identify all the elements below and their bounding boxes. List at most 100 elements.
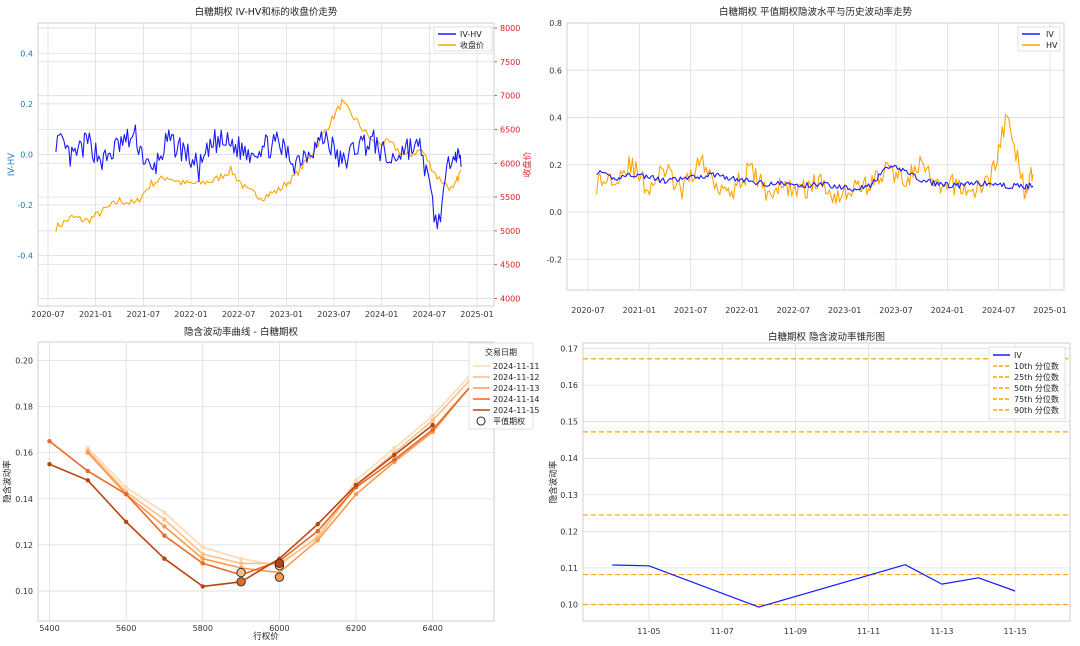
chart2-xtick-label: 2023-01 [828,306,861,315]
chart4-legend-label: 90th 分位数 [1014,405,1059,415]
chart2-title: 白糖期权 平值期权隐波水平与历史波动率走势 [719,6,913,18]
chart1-ytick-label: 0.4 [20,49,33,58]
chart4-ytick-label: 0.13 [560,491,578,500]
chart1-xtick-label: 2021-07 [127,310,160,319]
chart2-xtick-label: 2020-07 [571,306,604,315]
chart3-atm-marker [236,567,246,578]
chart4-legend-label: 50th 分位数 [1014,383,1059,393]
chart3-xtick-label: 6400 [423,624,443,633]
chart4-series-iv [612,564,1016,608]
chart4-ytick-label: 0.15 [560,418,578,427]
chart3-atm-marker [274,558,285,569]
chart3-ytick-label: 0.20 [15,356,33,365]
chart3-point [47,462,52,467]
chart1-y2tick-label: 6000 [500,159,520,168]
chart4-xtick-label: 11-05 [637,627,660,636]
chart2-ytick-label: 0.8 [549,19,562,28]
chart3-point [353,478,359,483]
chart2-ytick-label: 0.6 [549,66,562,75]
chart1-legend-label: IV-HV [460,30,482,39]
chart1-legend-label: 收盘价 [460,40,484,50]
chart3-point [85,450,91,455]
chart1-xtick-label: 2023-01 [270,310,303,319]
chart4-legend-label: 75th 分位数 [1014,394,1059,404]
chart3-point [85,468,91,474]
chart1-y2tick-label: 7000 [500,92,520,101]
chart3-point [315,538,320,543]
chart3-point [238,561,244,566]
chart3-point [430,422,435,428]
chart3-ytick-label: 0.10 [15,587,33,596]
chart3-atm-marker [274,572,285,582]
chart4-xtick-label: 11-15 [1003,627,1026,636]
chart4-title: 白糖期权 隐含波动率锥形图 [768,331,885,343]
chart3-legend-label: 2024-11-11 [493,362,540,371]
chart3-legend [468,342,534,430]
chart3-point [123,519,129,525]
chart3-point [430,418,435,423]
chart1-y2tick-label: 8000 [500,24,520,33]
chart2-ytick-label: -0.2 [546,255,562,264]
chart2-ytick-label: 0.0 [549,208,562,217]
chart2-xtick-label: 2021-01 [623,306,656,315]
chart3-point [315,521,320,527]
chart1-frame [37,22,495,307]
chart4-legend-label: 25th 分位数 [1014,372,1059,382]
chart3-ytick-label: 0.18 [15,403,33,412]
chart3-xtick-label: 6200 [346,624,366,633]
chart3-point [392,457,397,462]
chart1-y2tick-label: 6500 [500,125,520,134]
chart3-point [315,528,320,534]
chart1-y2label: 收盘价 [522,151,533,177]
chart4-ytick-label: 0.14 [560,454,578,463]
chart2-ytick-label: 0.4 [549,114,562,123]
chart3-point [353,491,359,497]
chart2-xtick-label: 2021-07 [674,306,707,315]
chart3-ylabel: 隐含波动率 [2,460,13,503]
chart3-point [162,556,167,561]
chart4-xtick-label: 11-09 [784,627,807,636]
chart1-title: 白糖期权 IV-HV和标的收盘价走势 [195,6,338,18]
chart1-xtick-label: 2023-07 [317,310,350,319]
chart4-frame [582,342,1071,622]
chart3-point [392,452,397,458]
chart3-ytick-label: 0.16 [15,449,33,458]
chart1-y2tick-label: 5000 [500,227,520,236]
chart3-point [200,584,205,589]
chart1-ytick-label: 0.2 [20,100,33,109]
chart3-point [123,485,129,490]
chart1-xtick-label: 2021-01 [79,310,112,319]
chart3-point [162,533,167,538]
chart1-y2tick-label: 5500 [500,193,520,202]
chart3-xtick-label: 6000 [269,624,289,633]
chart3-legend-title: 交易日期 [485,347,517,357]
chart4-xtick-label: 11-07 [711,627,734,636]
chart1-xtick-label: 2022-01 [174,310,207,319]
chart4-ytick-label: 0.10 [560,601,578,610]
chart3-point [162,510,167,515]
chart2-legend-label: IV [1046,30,1054,39]
chart3-legend-atm-marker [476,416,486,426]
chart3-ytick-label: 0.14 [15,495,33,504]
chart3-legend-label: 2024-11-13 [493,384,540,393]
chart1-series-close [55,98,462,232]
chart2-series-iv [596,165,1034,192]
chart3-point [353,482,359,488]
chart3-point [123,491,129,497]
chart1-xtick-label: 2020-07 [31,310,64,319]
chart1-y2tick-label: 4500 [500,261,520,270]
chart2-legend-label: HV [1046,41,1058,50]
chart2-xtick-label: 2022-01 [725,306,758,315]
chart3-point [200,551,205,557]
chart3-atm-marker [236,577,246,587]
chart1-xtick-label: 2024-07 [413,310,446,319]
chart4-legend-label: 10th 分位数 [1014,361,1059,371]
chart3-point [200,561,205,566]
chart3-point [162,524,167,529]
chart1-series-ivhv [55,124,462,230]
chart3-frame [37,341,495,622]
chart3-point [85,478,91,483]
chart1-xtick-label: 2025-01 [460,310,493,319]
chart3-legend-label: 2024-11-15 [493,406,540,415]
chart2-xtick-label: 2025-01 [1033,306,1066,315]
